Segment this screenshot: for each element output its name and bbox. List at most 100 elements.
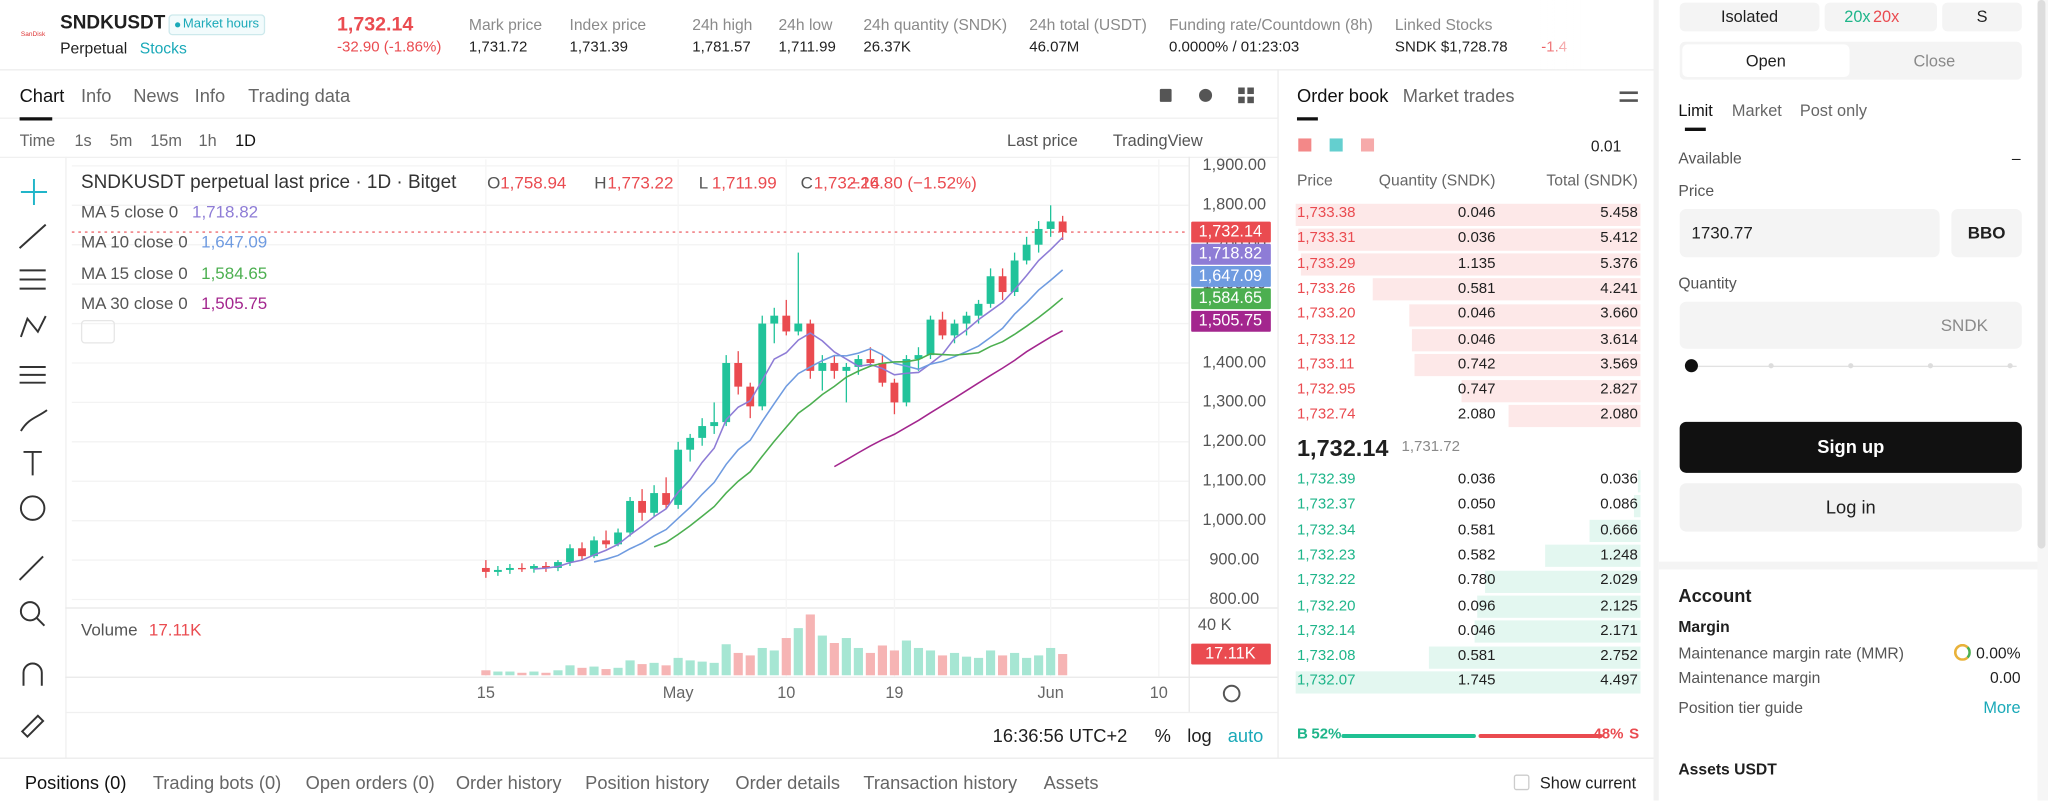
book-price[interactable]: 1,732.39 [1296,471,1356,488]
bottom-tab[interactable]: Order details [735,771,841,793]
slider-thumb[interactable] [1684,359,1698,373]
candle-body [770,315,779,324]
quantity-input[interactable] [1679,301,2022,349]
book-price[interactable]: 1,732.20 [1296,597,1356,614]
book-price[interactable]: 1,733.12 [1296,331,1356,348]
bottom-tab[interactable]: Positions (0) [24,771,127,793]
side-active[interactable] [1682,44,1850,78]
book-price[interactable]: 1,732.08 [1296,648,1356,664]
side-open[interactable]: Open [1745,51,1786,71]
bottom-tab[interactable]: Trading bots (0) [152,771,282,793]
chart-option[interactable]: TradingView [1112,131,1203,150]
slider-step[interactable] [1768,363,1774,369]
book-price[interactable]: 1,732.95 [1296,381,1356,398]
orderbook-tab[interactable]: Market trades [1402,84,1515,106]
book-price[interactable]: 1,733.26 [1296,280,1356,297]
auto-toggle[interactable]: auto [1227,724,1264,746]
slider-step[interactable] [1848,363,1854,369]
slider-step[interactable] [1927,363,1934,369]
candle-body [518,567,526,570]
interval[interactable]: 1D [235,131,256,150]
book-price[interactable]: 1,732.34 [1296,522,1356,538]
book-price[interactable]: 1,733.38 [1296,205,1356,222]
y-tick-label: 1,400.00 [1203,353,1267,371]
ma-line [533,236,1064,570]
bottom-tab[interactable]: Open orders (0) [305,771,435,793]
book-price[interactable]: 1,732.22 [1296,572,1356,589]
chart-tab[interactable]: Chart [19,84,65,106]
collapse-legend[interactable] [80,319,115,344]
bottom-tab[interactable]: Order history [455,771,562,793]
candle-body [818,362,827,371]
checkbox[interactable] [1513,774,1530,791]
drawing-tools[interactable] [18,178,48,739]
volume-bar [637,664,647,676]
margin-mode[interactable] [1679,2,1820,32]
interval[interactable]: 1h [198,131,217,150]
depth-bar [1298,228,1641,251]
orderbook-view-icons[interactable] [1298,138,1375,152]
log-in-button[interactable] [1679,483,2022,532]
chart-tab[interactable]: News [133,84,179,106]
stat-label: 24h low [778,15,833,34]
column-header: Quantity (SNDK) [1378,171,1496,190]
book-price[interactable]: 1,732.23 [1296,547,1356,564]
scrollbar-thumb[interactable] [2037,0,2046,549]
interval[interactable]: Time [19,131,56,150]
log-toggle[interactable]: log [1187,724,1212,746]
percent-toggle[interactable]: % [1154,724,1171,746]
bbo-button[interactable] [1951,208,2022,258]
depth-bar [1412,329,1641,352]
bottom-tab[interactable]: Transaction history [863,771,1018,793]
order-type[interactable]: Market [1731,101,1782,120]
position-mode-text: S [1976,7,1988,26]
book-price[interactable]: 1,732.14 [1296,623,1356,639]
chart-tab[interactable]: Info [194,84,226,106]
orderbook-tab[interactable]: Order book [1296,84,1389,106]
book-price[interactable]: 1,733.29 [1296,255,1356,272]
side-close[interactable]: Close [1913,51,1956,71]
candle-body [986,276,995,304]
depth-bar [1409,303,1641,327]
slider-step[interactable] [2007,363,2013,369]
x-tick-label: May [663,684,695,702]
y-tick-label: 1,800.00 [1203,196,1267,214]
buy-bar [1341,733,1476,738]
book-price[interactable]: 1,732.74 [1296,407,1356,423]
price-input[interactable] [1679,208,1940,258]
candle-body [974,303,983,316]
leverage[interactable] [1824,2,1937,32]
book-price[interactable]: 1,733.31 [1296,230,1356,247]
more-link[interactable]: More [1983,698,2021,717]
chart-tab[interactable]: Info [80,84,112,106]
book-price[interactable]: 1,732.07 [1296,673,1356,690]
ma-name: MA 10 close 0 [80,232,188,252]
order-type[interactable]: Limit [1678,101,1713,120]
book-price[interactable]: 1,732.37 [1296,497,1356,513]
ma-value: 1,647.09 [201,232,268,252]
book-price[interactable]: 1,733.20 [1296,306,1356,322]
sign-up-button[interactable] [1679,421,2022,473]
contract-type: Perpetual [60,39,128,58]
volume-bar [1010,652,1020,676]
category[interactable]: Stocks [139,39,187,58]
ma-line [653,297,1064,548]
interval[interactable]: 1s [74,131,92,150]
volume-bar [889,650,900,676]
interval[interactable]: 15m [150,131,182,150]
book-quantity: 0.780 [1457,572,1496,589]
book-price[interactable]: 1,733.11 [1296,356,1355,373]
position-mode[interactable] [1942,2,2022,32]
sell-bar [1478,733,1603,738]
tier-guide[interactable]: Position tier guide [1678,698,1803,718]
chart-tab[interactable]: Trading data [248,84,351,106]
book-total: 3.614 [1600,331,1638,348]
bottom-tab[interactable]: Position history [585,771,710,793]
order-type[interactable]: Post only [1799,101,1867,120]
chart-option[interactable]: Last price [1007,131,1078,150]
volume-bar [577,667,587,676]
interval[interactable]: 5m [109,131,133,150]
precision[interactable]: 0.01 [1590,137,1622,156]
bottom-tab[interactable]: Assets [1043,771,1099,793]
toolbar-icons[interactable] [1159,87,1638,703]
